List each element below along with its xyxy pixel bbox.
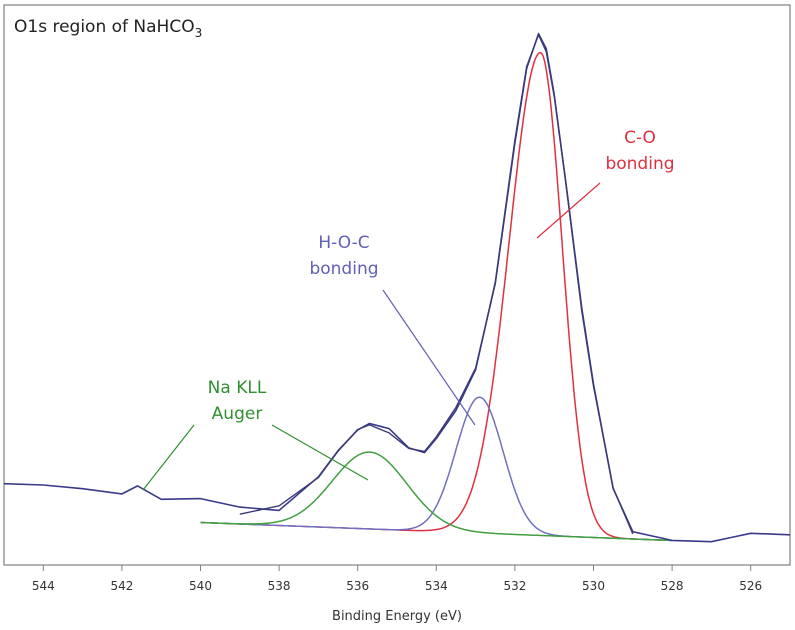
x-axis-title: Binding Energy (eV) <box>332 609 462 624</box>
x-axis-ticks: 544 542 540 538 536 534 532 530 528 526 <box>32 565 762 593</box>
x-tick-label: 544 <box>32 579 55 593</box>
annotation-label: C-O <box>624 128 656 148</box>
annotation-label: H-O-C <box>318 233 369 253</box>
x-tick-label: 530 <box>582 579 605 593</box>
annotation-leader-line <box>536 182 601 239</box>
annotations: C-O bonding H-O-C bonding Na KLL Auger <box>142 128 675 491</box>
x-tick-label: 532 <box>503 579 526 593</box>
annotation-label: bonding <box>309 259 378 279</box>
x-tick-label: 528 <box>661 579 684 593</box>
annotation-label: Auger <box>212 404 263 424</box>
annotation-label: Na KLL <box>208 378 267 398</box>
x-tick-label: 542 <box>110 579 133 593</box>
x-tick-label: 536 <box>346 579 369 593</box>
na-kll-auger-component-line <box>200 451 673 542</box>
chart-title-subscript: 3 <box>195 26 203 40</box>
chart-title: O1s region of NaHCO3 <box>14 17 202 40</box>
x-tick-label: 540 <box>189 579 212 593</box>
x-tick-label: 534 <box>425 579 448 593</box>
annotation-leader-line <box>382 289 476 426</box>
annotation-leader-line <box>142 424 195 491</box>
plot-frame <box>3 4 791 566</box>
x-tick-label: 526 <box>739 579 762 593</box>
annotation-label: bonding <box>605 154 674 174</box>
annotation-leader-line <box>271 424 369 481</box>
x-tick-label: 538 <box>268 579 291 593</box>
chart-marks <box>3 32 791 543</box>
envelope-line <box>239 32 634 535</box>
